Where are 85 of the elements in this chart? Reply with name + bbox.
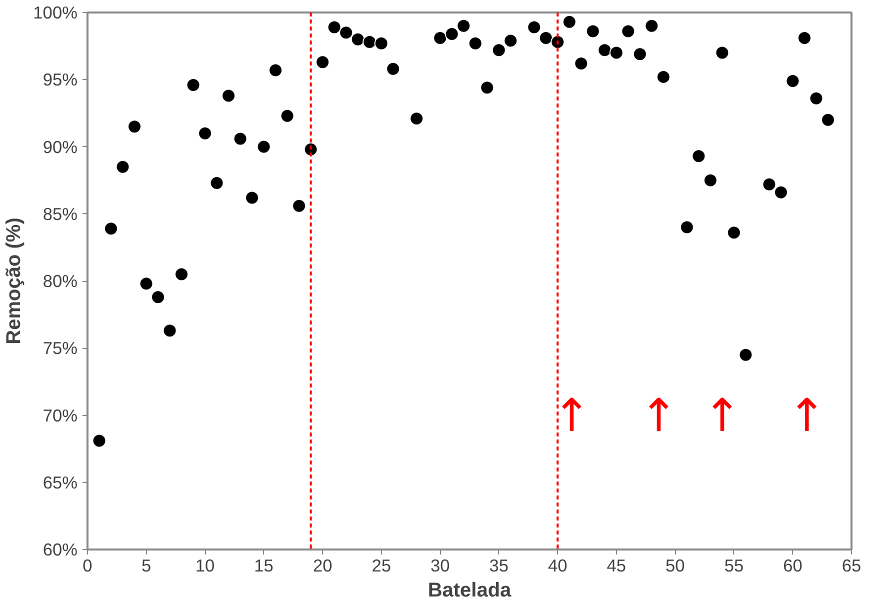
point: [104, 222, 118, 236]
point: [316, 55, 330, 70]
y-tick-label: 85%: [42, 204, 78, 224]
point: [174, 267, 189, 282]
point: [256, 140, 271, 154]
y-tick-label: 75%: [42, 338, 78, 358]
point: [738, 348, 753, 362]
x-tick-label: 25: [372, 556, 391, 576]
x-tick-label: 10: [195, 556, 215, 576]
point: [245, 190, 260, 205]
point: [621, 24, 636, 38]
y-tick-label: 90%: [42, 136, 78, 157]
y-tick-label: 95%: [42, 70, 78, 90]
point: [410, 112, 424, 126]
x-tick-label: 40: [548, 556, 568, 576]
point: [362, 35, 377, 50]
y-tick-label: 100%: [33, 2, 78, 22]
point: [492, 43, 506, 58]
point: [527, 20, 542, 34]
point: [786, 74, 800, 88]
point: [504, 34, 518, 48]
y-tick-label: 80%: [42, 271, 78, 291]
point: [198, 126, 212, 140]
point: [374, 36, 388, 50]
point: [598, 43, 612, 58]
point: [797, 31, 812, 45]
point: [820, 112, 835, 127]
annotation: ↑: [788, 388, 826, 442]
point: [538, 31, 553, 45]
point: [468, 36, 482, 50]
point: [339, 26, 354, 40]
point: [268, 63, 283, 78]
point: [656, 70, 670, 84]
annotation: ↑: [552, 388, 591, 442]
point: [586, 24, 600, 38]
point: [444, 26, 459, 41]
point: [222, 88, 236, 103]
point: [692, 149, 706, 164]
point: [186, 78, 200, 92]
point: [92, 434, 106, 448]
point: [292, 198, 306, 213]
x-tick-label: 0: [82, 556, 92, 576]
point: [210, 176, 224, 190]
x-tick-label: 55: [724, 556, 744, 576]
x-axis-title: Batelada: [428, 580, 512, 602]
point: [139, 276, 154, 291]
y-tick-label: 70%: [42, 405, 78, 426]
annotation: ↑: [640, 388, 678, 442]
point: [809, 91, 824, 106]
x-tick-label: 50: [666, 556, 685, 576]
point: [762, 177, 776, 192]
point: [456, 18, 471, 33]
point: [574, 56, 588, 70]
point: [703, 173, 718, 188]
point: [632, 47, 647, 62]
point: [774, 185, 788, 200]
point: [162, 324, 177, 338]
point: [151, 290, 166, 304]
point: [433, 31, 448, 45]
x-tick-label: 15: [254, 556, 274, 576]
x-tick-label: 30: [430, 556, 450, 576]
x-tick-label: 20: [312, 556, 332, 576]
point: [327, 20, 342, 34]
point: [680, 220, 694, 234]
point: [233, 132, 248, 146]
point: [116, 160, 130, 174]
point: [280, 108, 294, 123]
point: [562, 14, 576, 29]
point: [609, 46, 624, 60]
point: [715, 46, 730, 60]
x-tick-label: 5: [141, 556, 152, 576]
y-axis-title: Remoção (%): [3, 218, 26, 344]
y-tick-label: 65%: [42, 472, 78, 492]
point: [128, 120, 142, 134]
x-tick-label: 45: [606, 556, 626, 576]
x-tick-label: 60: [783, 556, 802, 576]
point: [480, 80, 494, 95]
x-tick-label: 35: [489, 556, 509, 576]
point: [350, 32, 365, 46]
point: [644, 18, 659, 33]
point: [726, 226, 741, 240]
x-tick-label: 65: [842, 556, 862, 576]
y-tick-label: 60%: [42, 540, 78, 560]
point: [386, 62, 400, 76]
annotation: ↑: [703, 388, 742, 442]
